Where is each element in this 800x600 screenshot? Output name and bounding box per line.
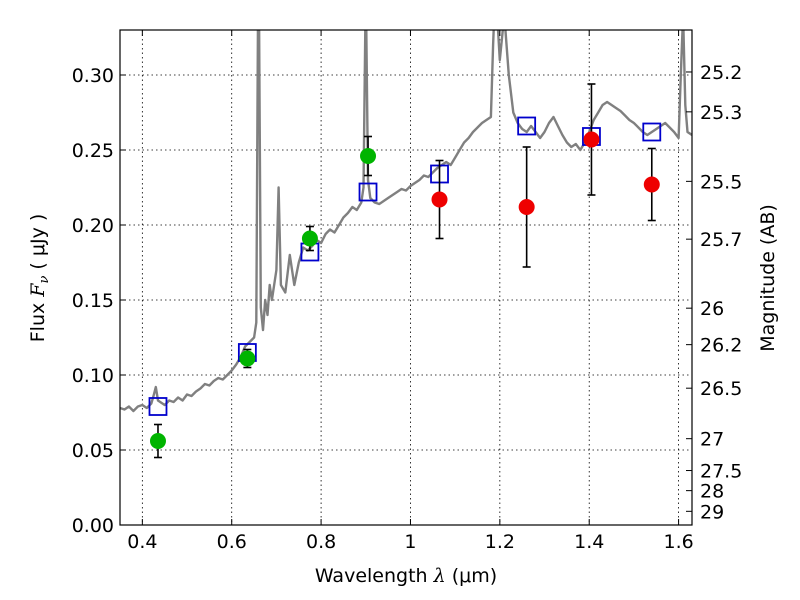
y-tick-label-4: 0.20: [72, 215, 114, 237]
y-axis-title: Flux Fν ( μJy ): [27, 214, 52, 343]
y2-tick-label-2: 25.5: [700, 171, 742, 193]
y-tick-label-6: 0.30: [72, 65, 114, 87]
y2-tick-label-1: 25.3: [700, 102, 742, 124]
x-tick-label-4: 1.2: [485, 531, 515, 553]
x-tick-label-6: 1.6: [663, 531, 693, 553]
y2-tick-label-8: 27.5: [700, 461, 742, 483]
model-bandpass-fluxes-square-3: [358, 182, 378, 202]
x-tick-label-2: 0.8: [306, 531, 336, 553]
y-tick-label-1: 0.05: [72, 440, 114, 462]
plot-frame: [119, 29, 693, 526]
y2-tick-label-7: 27: [700, 429, 724, 451]
optical-photometry-point-0: [149, 433, 166, 449]
y-tick-label-5: 0.25: [72, 140, 114, 162]
y-tick-label-0: 0.00: [72, 515, 114, 537]
nir-photometry-point-2: [583, 131, 600, 148]
y-tick-label-2: 0.10: [72, 365, 114, 387]
x-tick-label-5: 1.4: [574, 531, 604, 553]
x-tick-label-3: 1: [404, 531, 416, 553]
nir-photometry-point-1: [518, 199, 535, 215]
grid-lines: [120, 30, 692, 526]
y-tick-label-3: 0.15: [72, 290, 114, 312]
y2-tick-label-6: 26.5: [700, 378, 742, 400]
y2-tick-label-5: 26.2: [700, 335, 742, 357]
optical-photometry-point-1: [239, 350, 256, 367]
y2-tick-label-0: 25.2: [700, 62, 742, 84]
optical-photometry-point-3: [360, 148, 377, 164]
y2-tick-label-10: 29: [700, 501, 724, 523]
y2-tick-label-9: 28: [700, 481, 724, 503]
optical-photometry-point-2: [301, 230, 318, 247]
spectrum-layer: [120, 30, 692, 413]
model-spectrum-line: [120, 30, 692, 413]
nir-photometry-point-0: [431, 191, 448, 208]
model-bandpass-fluxes-square-5: [517, 116, 537, 136]
axis-ticks: 0.4 0.6 0.8 1 1.2 1.4 1.6 0.00 0.05 0.10 0.15 0.20 0…: [72, 30, 742, 553]
y2-tick-label-4: 26: [700, 298, 724, 320]
x-tick-label-1: 0.6: [217, 531, 247, 553]
nir-photometry-point-3: [643, 176, 660, 193]
markers-layer: [148, 83, 662, 459]
y2-tick-label-3: 25.7: [700, 229, 742, 251]
x-tick-label-0: 0.4: [127, 531, 157, 553]
y2-axis-title: Magnitude (AB): [757, 204, 779, 352]
x-axis-title: Wavelength λ (μm): [315, 565, 497, 587]
model-bandpass-fluxes-square-0: [148, 397, 168, 416]
model-bandpass-fluxes-square-7: [642, 122, 662, 142]
plot-background: [120, 30, 692, 525]
